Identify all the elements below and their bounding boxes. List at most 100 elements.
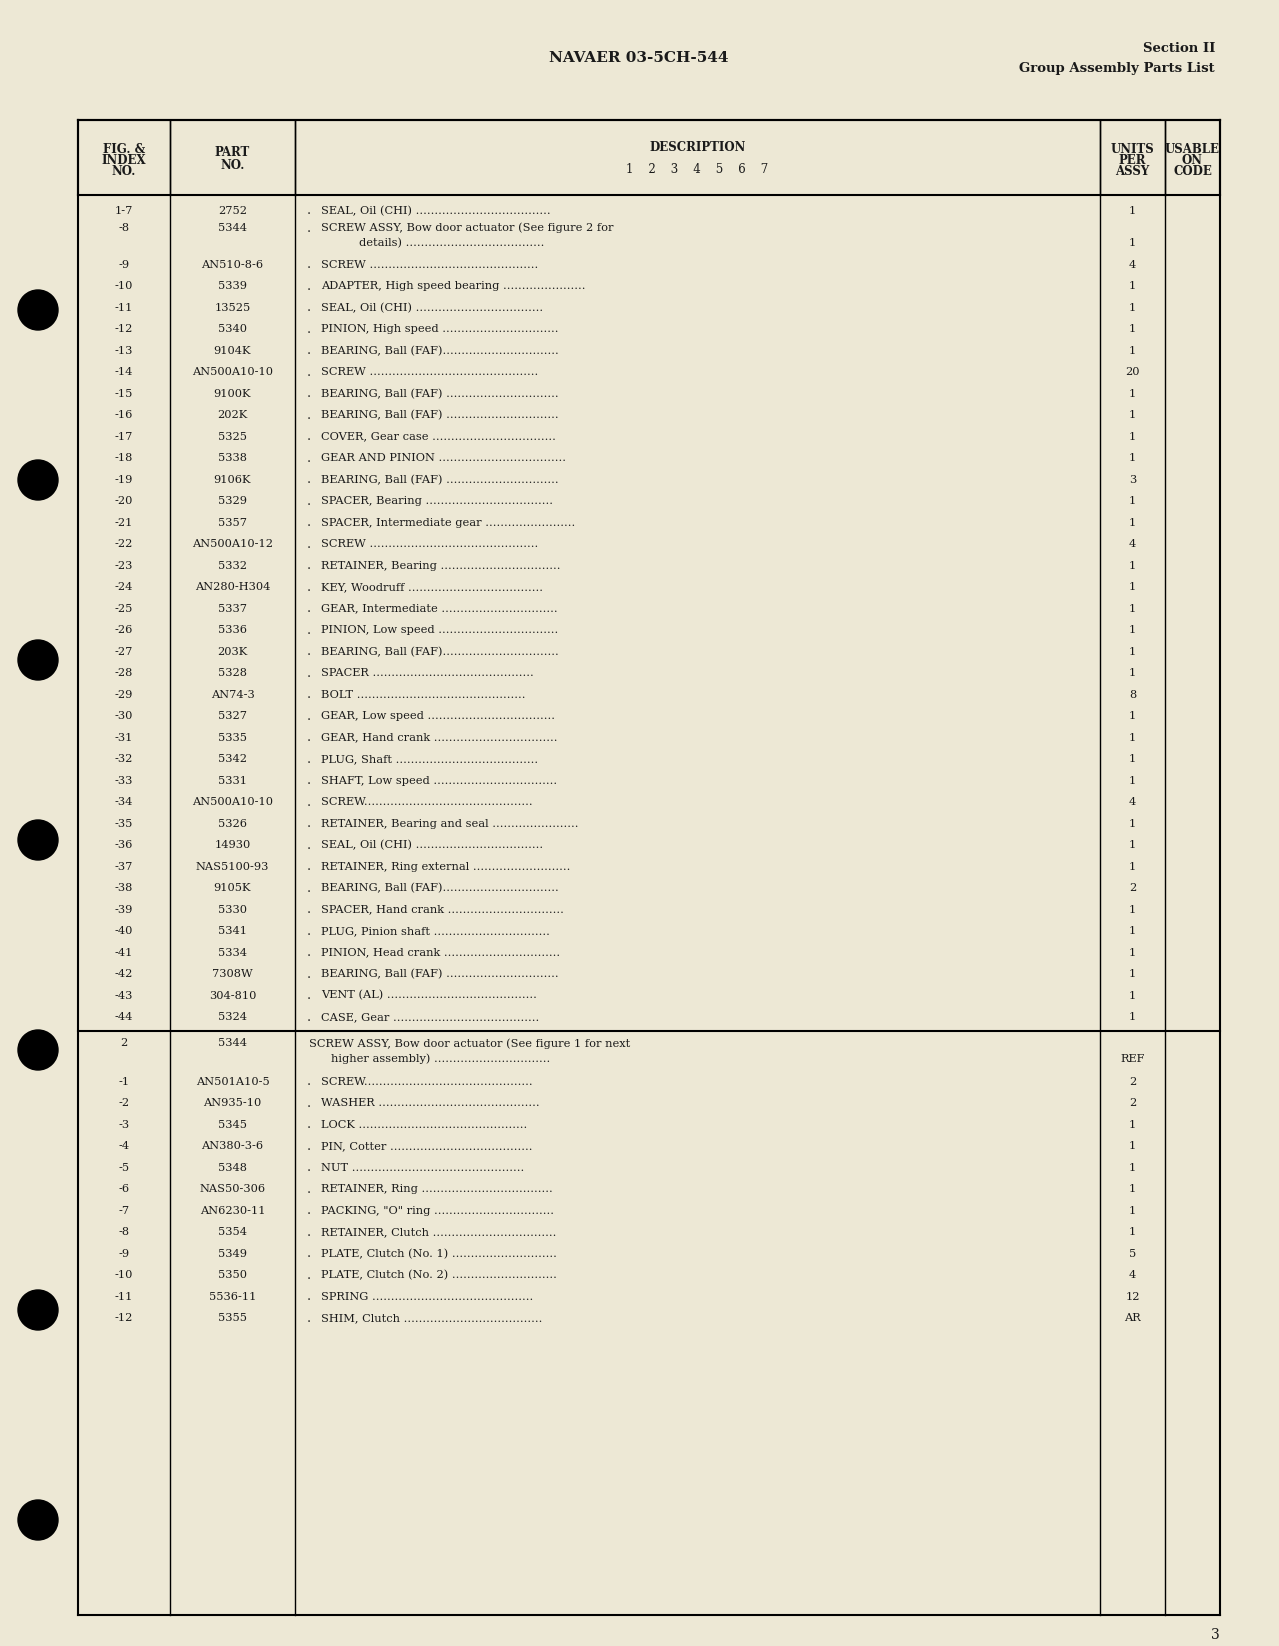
Text: PINION, Head crank ...............................: PINION, Head crank .....................… xyxy=(321,948,560,958)
Text: 1: 1 xyxy=(1129,927,1136,937)
Text: .: . xyxy=(307,222,311,234)
Text: 5332: 5332 xyxy=(217,561,247,571)
Text: -44: -44 xyxy=(115,1012,133,1022)
Text: 5334: 5334 xyxy=(217,948,247,958)
Text: NAS50-306: NAS50-306 xyxy=(200,1185,266,1195)
Text: .: . xyxy=(307,838,311,851)
Text: 1: 1 xyxy=(1129,206,1136,216)
Text: 5: 5 xyxy=(1129,1249,1136,1259)
Text: -6: -6 xyxy=(119,1185,129,1195)
Text: SHAFT, Low speed .................................: SHAFT, Low speed .......................… xyxy=(321,775,558,785)
Text: .: . xyxy=(307,1075,311,1088)
Text: .: . xyxy=(307,323,311,336)
Text: 5348: 5348 xyxy=(217,1164,247,1174)
Text: RETAINER, Ring external ..........................: RETAINER, Ring external ................… xyxy=(321,861,570,872)
Text: .: . xyxy=(307,1226,311,1239)
Text: RETAINER, Bearing and seal .......................: RETAINER, Bearing and seal .............… xyxy=(321,818,578,828)
Text: PLATE, Clutch (No. 1) ............................: PLATE, Clutch (No. 1) ..................… xyxy=(321,1249,556,1259)
Text: .: . xyxy=(307,688,311,701)
Text: .: . xyxy=(307,709,311,723)
Text: .: . xyxy=(307,795,311,808)
Text: 1: 1 xyxy=(1129,969,1136,979)
Text: 4: 4 xyxy=(1129,260,1136,270)
Text: -7: -7 xyxy=(119,1207,129,1216)
Text: FIG. &: FIG. & xyxy=(102,143,145,156)
Text: .: . xyxy=(307,1141,311,1152)
Text: 1    2    3    4    5    6    7: 1 2 3 4 5 6 7 xyxy=(627,163,769,176)
Text: .: . xyxy=(307,1011,311,1024)
Text: -25: -25 xyxy=(115,604,133,614)
Text: CASE, Gear .......................................: CASE, Gear .............................… xyxy=(321,1012,540,1022)
Text: 1: 1 xyxy=(1129,324,1136,334)
Text: .: . xyxy=(307,1096,311,1109)
Text: AN500A10-10: AN500A10-10 xyxy=(192,797,272,807)
Text: 5349: 5349 xyxy=(217,1249,247,1259)
Text: -31: -31 xyxy=(115,732,133,742)
Text: ADAPTER, High speed bearing ......................: ADAPTER, High speed bearing ............… xyxy=(321,281,586,291)
Text: 5345: 5345 xyxy=(217,1119,247,1129)
Text: 5536-11: 5536-11 xyxy=(208,1292,256,1302)
Text: SCREW .............................................: SCREW ..................................… xyxy=(321,540,538,550)
Text: 1: 1 xyxy=(1129,303,1136,313)
Text: 1: 1 xyxy=(1129,517,1136,528)
Text: 1: 1 xyxy=(1129,625,1136,635)
Text: SEAL, Oil (CHI) ....................................: SEAL, Oil (CHI) ........................… xyxy=(321,206,551,216)
Text: BEARING, Ball (FAF)...............................: BEARING, Ball (FAF).....................… xyxy=(321,647,559,657)
Text: 1: 1 xyxy=(1129,1012,1136,1022)
Text: .: . xyxy=(307,946,311,960)
Text: 1: 1 xyxy=(1129,1119,1136,1129)
Text: -23: -23 xyxy=(115,561,133,571)
Text: 1: 1 xyxy=(1129,239,1136,249)
Text: BEARING, Ball (FAF) ..............................: BEARING, Ball (FAF) ....................… xyxy=(321,410,559,420)
Text: 1: 1 xyxy=(1129,1207,1136,1216)
Text: -13: -13 xyxy=(115,346,133,356)
Text: -42: -42 xyxy=(115,969,133,979)
Text: -8: -8 xyxy=(119,222,129,234)
Text: 2: 2 xyxy=(120,1039,128,1049)
Text: .: . xyxy=(307,451,311,464)
Text: GEAR, Hand crank .................................: GEAR, Hand crank .......................… xyxy=(321,732,558,742)
Text: -32: -32 xyxy=(115,754,133,764)
Text: AN380-3-6: AN380-3-6 xyxy=(201,1141,263,1152)
Text: -21: -21 xyxy=(115,517,133,528)
Text: .: . xyxy=(307,387,311,400)
Text: 20: 20 xyxy=(1126,367,1140,377)
Text: 5335: 5335 xyxy=(217,732,247,742)
Text: WASHER ...........................................: WASHER .................................… xyxy=(321,1098,540,1108)
Text: SCREW ASSY, Bow door actuator (See figure 2 for: SCREW ASSY, Bow door actuator (See figur… xyxy=(321,222,614,234)
Text: -22: -22 xyxy=(115,540,133,550)
Text: -9: -9 xyxy=(119,1249,129,1259)
Text: SHIM, Clutch .....................................: SHIM, Clutch ...........................… xyxy=(321,1314,542,1323)
Text: NO.: NO. xyxy=(111,165,136,178)
Text: -19: -19 xyxy=(115,474,133,484)
Text: -39: -39 xyxy=(115,905,133,915)
Text: SPACER ...........................................: SPACER .................................… xyxy=(321,668,533,678)
Text: 14930: 14930 xyxy=(215,839,251,849)
Text: -38: -38 xyxy=(115,882,133,894)
Text: 1: 1 xyxy=(1129,1164,1136,1174)
Text: .: . xyxy=(307,1248,311,1261)
Text: .: . xyxy=(307,1162,311,1175)
Text: -34: -34 xyxy=(115,797,133,807)
Text: 1: 1 xyxy=(1129,861,1136,872)
Text: GEAR, Low speed ..................................: GEAR, Low speed ........................… xyxy=(321,711,555,721)
Text: 8: 8 xyxy=(1129,690,1136,700)
Text: .: . xyxy=(307,752,311,765)
Circle shape xyxy=(18,820,58,859)
Text: .: . xyxy=(307,472,311,486)
Text: 3: 3 xyxy=(1211,1628,1220,1643)
Text: -33: -33 xyxy=(115,775,133,785)
Text: RETAINER, Ring ...................................: RETAINER, Ring .........................… xyxy=(321,1185,553,1195)
Text: NUT ..............................................: NUT ....................................… xyxy=(321,1164,524,1174)
Text: AN501A10-5: AN501A10-5 xyxy=(196,1076,270,1086)
Text: AN74-3: AN74-3 xyxy=(211,690,255,700)
Text: 5336: 5336 xyxy=(217,625,247,635)
Text: -37: -37 xyxy=(115,861,133,872)
Text: AN500A10-10: AN500A10-10 xyxy=(192,367,272,377)
Circle shape xyxy=(18,1290,58,1330)
Text: details) .....................................: details) ...............................… xyxy=(359,239,545,249)
Text: -30: -30 xyxy=(115,711,133,721)
Text: KEY, Woodruff ....................................: KEY, Woodruff ..........................… xyxy=(321,583,544,593)
Text: 5330: 5330 xyxy=(217,905,247,915)
Text: 1: 1 xyxy=(1129,775,1136,785)
